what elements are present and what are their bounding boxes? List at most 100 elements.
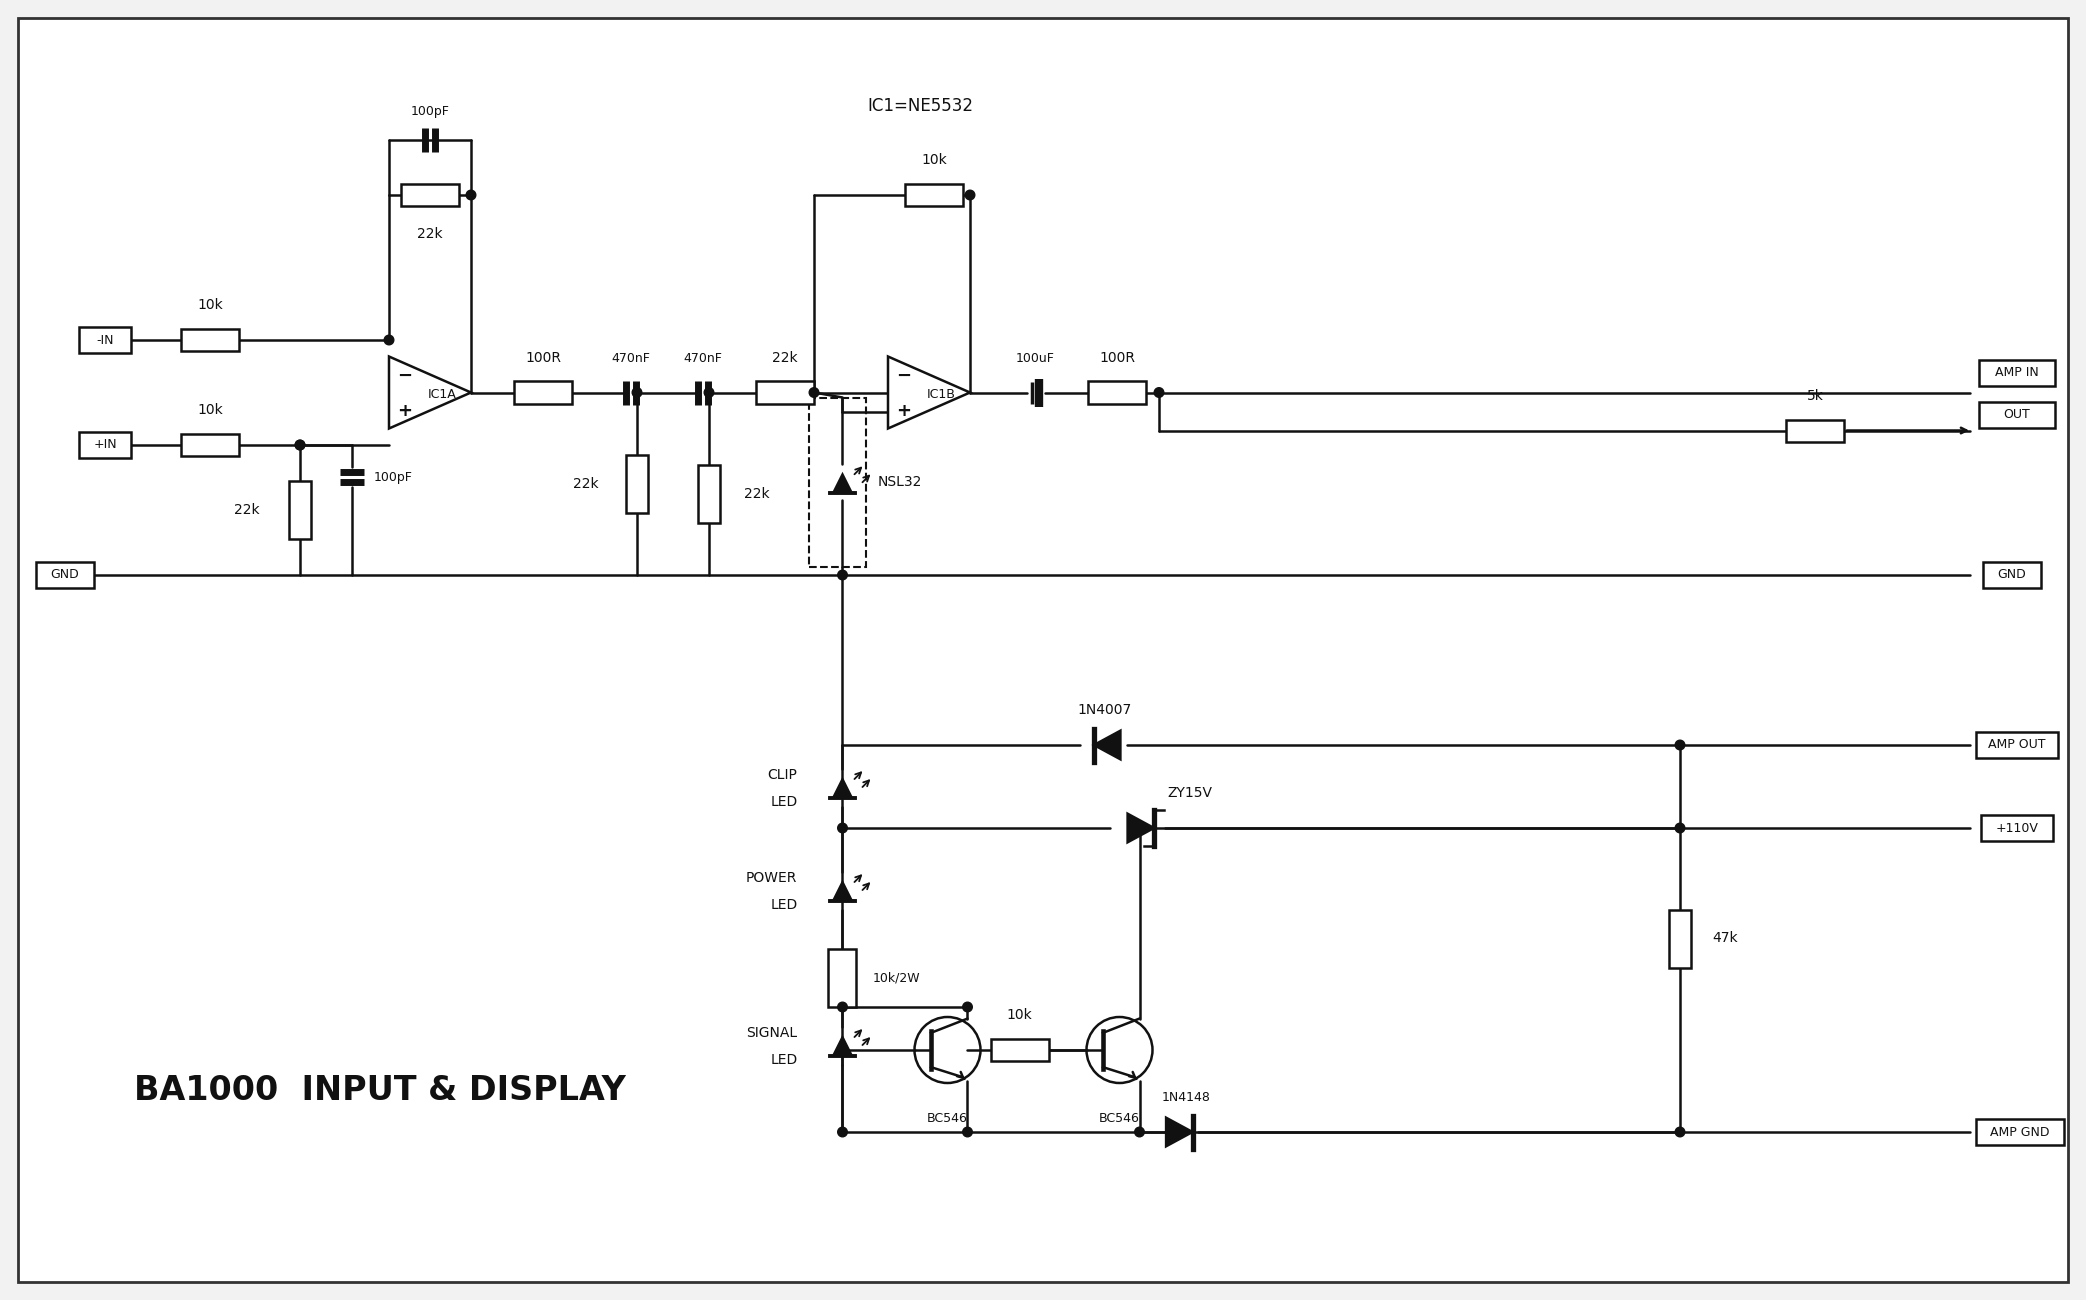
Circle shape <box>296 441 305 450</box>
Circle shape <box>1135 1127 1145 1136</box>
Text: BC546: BC546 <box>926 1112 968 1124</box>
Circle shape <box>964 1127 972 1136</box>
Circle shape <box>839 1127 847 1136</box>
Text: +: + <box>398 403 413 420</box>
Text: BC546: BC546 <box>1099 1112 1139 1124</box>
Text: 47k: 47k <box>1713 932 1738 945</box>
Text: AMP OUT: AMP OUT <box>1988 738 2046 751</box>
Circle shape <box>296 441 305 450</box>
Bar <box>1984 562 2040 588</box>
Text: SIGNAL: SIGNAL <box>747 1026 797 1040</box>
Text: 1N4148: 1N4148 <box>1162 1091 1212 1104</box>
Text: LED: LED <box>770 1053 797 1067</box>
Text: 10k: 10k <box>1008 1008 1033 1022</box>
Text: +110V: +110V <box>1996 822 2038 835</box>
Bar <box>35 562 94 588</box>
Text: ZY15V: ZY15V <box>1166 786 1212 800</box>
Text: 22k: 22k <box>574 477 599 490</box>
Circle shape <box>632 387 642 398</box>
Polygon shape <box>388 356 471 429</box>
Circle shape <box>465 190 476 200</box>
Text: 100uF: 100uF <box>1016 351 1053 364</box>
Circle shape <box>1675 823 1685 833</box>
Polygon shape <box>832 880 853 901</box>
Bar <box>755 381 814 403</box>
Text: NSL32: NSL32 <box>878 476 922 489</box>
Circle shape <box>839 823 847 833</box>
Circle shape <box>809 387 820 398</box>
Bar <box>1786 420 1844 442</box>
Bar <box>79 328 131 354</box>
Text: 5k: 5k <box>1806 389 1823 403</box>
Text: 22k: 22k <box>745 486 770 500</box>
Bar <box>513 381 572 403</box>
Polygon shape <box>832 472 853 493</box>
Text: 470nF: 470nF <box>684 351 722 364</box>
Circle shape <box>384 335 394 345</box>
Bar <box>905 185 964 205</box>
Bar <box>79 432 131 458</box>
Bar <box>809 398 866 567</box>
Text: 10k: 10k <box>196 298 223 312</box>
Bar <box>1982 815 2053 841</box>
Text: GND: GND <box>50 568 79 581</box>
Text: +IN: +IN <box>94 438 117 451</box>
Text: 470nF: 470nF <box>611 351 651 364</box>
Bar <box>290 481 311 540</box>
Text: 22k: 22k <box>417 227 442 240</box>
Polygon shape <box>1129 814 1154 842</box>
Text: GND: GND <box>1998 568 2026 581</box>
Circle shape <box>964 1002 972 1011</box>
Text: AMP GND: AMP GND <box>1990 1126 2051 1139</box>
Bar <box>401 185 459 205</box>
Circle shape <box>1154 387 1164 398</box>
Text: 100pF: 100pF <box>411 105 448 118</box>
Bar <box>1089 381 1145 403</box>
Text: 10k: 10k <box>922 153 947 166</box>
Bar <box>1980 402 2055 428</box>
Circle shape <box>839 1002 847 1011</box>
Text: POWER: POWER <box>747 871 797 885</box>
Text: LED: LED <box>770 898 797 913</box>
Bar <box>181 434 240 456</box>
Circle shape <box>1087 1017 1151 1083</box>
Polygon shape <box>1093 731 1120 759</box>
Bar <box>1980 360 2055 386</box>
Polygon shape <box>889 356 970 429</box>
Text: −: − <box>897 367 912 385</box>
Bar <box>1975 1119 2063 1145</box>
Text: 22k: 22k <box>234 503 261 517</box>
Circle shape <box>966 190 974 200</box>
Text: 10k: 10k <box>196 403 223 417</box>
Polygon shape <box>832 1035 853 1056</box>
Text: 1N4007: 1N4007 <box>1078 703 1133 718</box>
Circle shape <box>839 571 847 580</box>
Text: -IN: -IN <box>96 334 115 347</box>
Bar <box>828 949 857 1008</box>
Bar <box>1669 910 1692 967</box>
Text: 10k/2W: 10k/2W <box>872 971 920 984</box>
Bar <box>626 455 649 512</box>
Circle shape <box>1675 1127 1685 1136</box>
Text: 100R: 100R <box>526 351 561 364</box>
Text: IC1A: IC1A <box>428 387 457 400</box>
Text: AMP IN: AMP IN <box>1994 367 2038 380</box>
Text: IC1=NE5532: IC1=NE5532 <box>868 98 972 114</box>
Text: +: + <box>897 403 912 420</box>
Text: OUT: OUT <box>2005 408 2030 421</box>
Bar <box>699 465 720 523</box>
Polygon shape <box>1166 1118 1193 1147</box>
Bar <box>991 1039 1049 1061</box>
Text: 100R: 100R <box>1099 351 1135 364</box>
Text: BA1000  INPUT & DISPLAY: BA1000 INPUT & DISPLAY <box>134 1074 626 1106</box>
Circle shape <box>1675 740 1685 750</box>
Polygon shape <box>832 776 853 797</box>
Bar <box>181 329 240 351</box>
Circle shape <box>914 1017 980 1083</box>
Bar <box>1975 732 2059 758</box>
Text: 100pF: 100pF <box>373 471 413 484</box>
Text: CLIP: CLIP <box>768 768 797 783</box>
Text: −: − <box>398 367 413 385</box>
Circle shape <box>705 387 713 398</box>
Text: 22k: 22k <box>772 351 797 364</box>
